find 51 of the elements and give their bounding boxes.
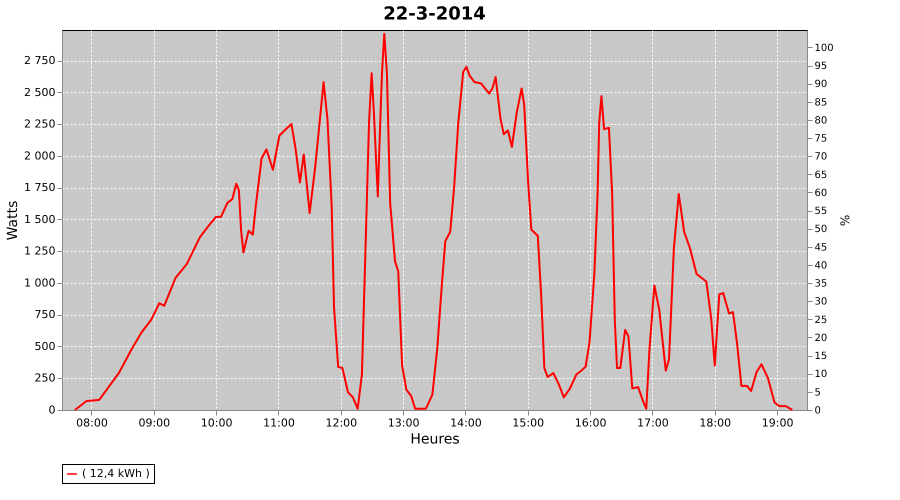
legend-label: ( 12,4 kWh ) (82, 467, 150, 480)
x-tick-label: 08:00 (76, 416, 108, 430)
y-tick-label: 2 500 (24, 86, 56, 99)
y2-tick-label: 0 (814, 406, 821, 416)
x-tick-label: 18:00 (699, 416, 732, 430)
y2-tick-label: 55 (814, 206, 828, 218)
y2-tick-label: 10 (814, 369, 828, 380)
y2-tick-label: 40 (814, 260, 828, 272)
x-tick-label: 10:00 (200, 416, 232, 430)
y-tick-label: 2 750 (24, 54, 56, 67)
y2-tick-label: 70 (814, 152, 828, 163)
y2-tick-label: 50 (814, 224, 828, 236)
y-tick-label: 500 (34, 340, 56, 353)
y2-tick-label: 85 (814, 97, 828, 108)
x-axis-title: Heures (410, 432, 460, 448)
y2-tick-label: 60 (814, 188, 828, 199)
x-tick-label: 14:00 (450, 416, 482, 430)
y-tick-label: 2 250 (24, 118, 56, 131)
x-tick-label: 13:00 (388, 416, 420, 430)
y2-axis-title: % (838, 214, 852, 226)
y2-tick-label: 75 (814, 134, 828, 145)
y2-tick-label: 45 (814, 242, 828, 254)
y-tick-label: 1 500 (24, 212, 56, 226)
y-tick-label: 1 750 (24, 181, 56, 194)
y-tick-label: 750 (34, 308, 56, 322)
y2-tick-label: 100 (814, 42, 834, 54)
y-tick-label: 0 (48, 404, 56, 416)
x-tick-label: 09:00 (138, 416, 170, 430)
x-tick-label: 19:00 (762, 416, 794, 430)
x-tick-label: 15:00 (512, 416, 544, 430)
y-tick-label: 250 (34, 372, 56, 385)
x-tick-label: 17:00 (637, 416, 669, 430)
y-axis-title: Watts (5, 200, 22, 240)
y-tick-label: 2 000 (24, 149, 56, 162)
x-tick-label: 11:00 (263, 416, 295, 430)
x-tick-label: 12:00 (325, 416, 358, 430)
y2-tick-label: 35 (814, 278, 828, 290)
y-tick-label: 1 000 (24, 276, 56, 290)
line-series (74, 32, 794, 411)
y2-tick-label: 65 (814, 170, 828, 181)
y2-tick-label: 80 (814, 115, 828, 126)
y2-tick-label: 30 (814, 296, 828, 308)
y-tick-label: 1 250 (24, 244, 56, 258)
y2-tick-label: 15 (814, 351, 828, 362)
y2-tick-label: 5 (814, 387, 821, 398)
y2-tick-label: 95 (814, 61, 828, 72)
y2-tick-label: 25 (814, 314, 828, 326)
x-tick-label: 16:00 (574, 416, 606, 430)
y2-tick-label: 90 (814, 79, 828, 90)
chart-title: 22-3-2014 (383, 3, 486, 24)
y2-tick-label: 20 (814, 332, 828, 344)
